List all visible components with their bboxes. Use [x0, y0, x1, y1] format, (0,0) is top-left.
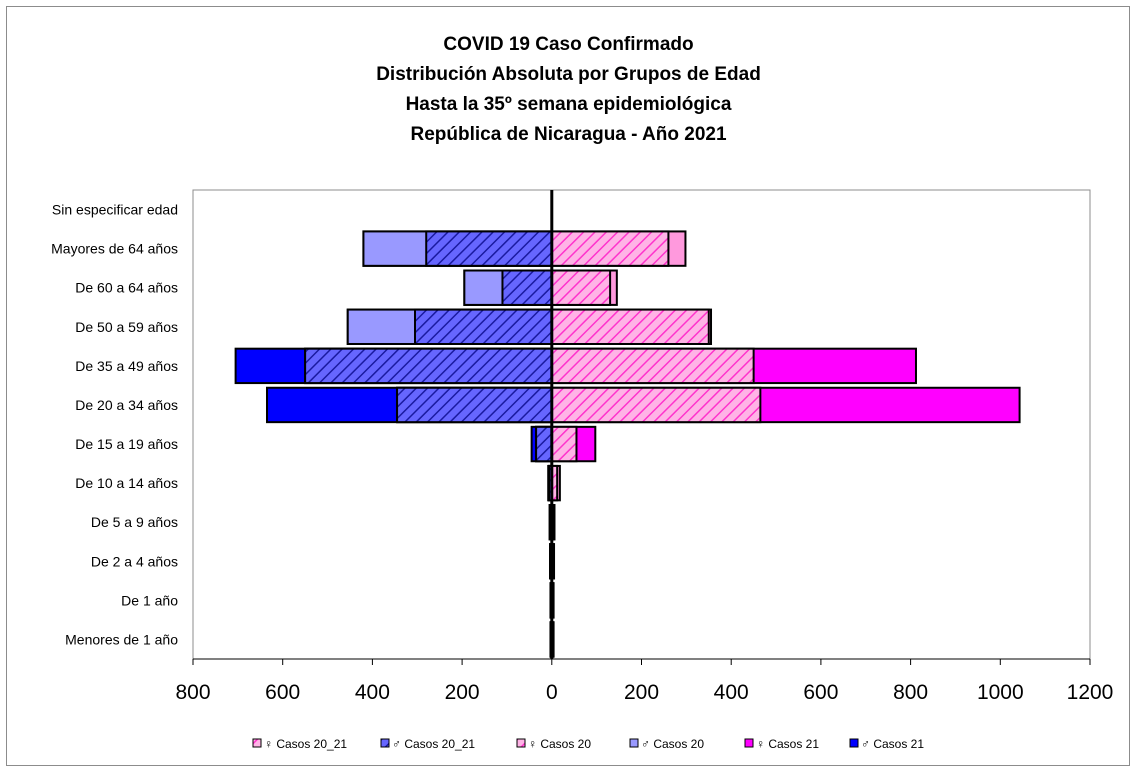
x-tick-label: 0 — [546, 681, 558, 704]
bar-female-casos-20 — [550, 347, 755, 385]
legend-swatch — [252, 738, 262, 748]
x-tick-label: 1000 — [977, 681, 1024, 704]
bar-male-casos-20-21 — [425, 230, 553, 267]
y-tick-label: De 35 a 49 años — [75, 358, 178, 374]
y-tick-label: Sin especificar edad — [52, 202, 178, 218]
legend-label: ♂ Casos 21 — [861, 737, 924, 751]
x-tick-label: 400 — [355, 681, 390, 704]
bar-female-casos-20 — [550, 425, 578, 463]
bar-female-casos-20 — [550, 230, 670, 267]
bar-female-casos-20 — [550, 308, 710, 345]
x-tick-label: 800 — [893, 681, 928, 704]
y-tick-label: De 20 a 34 años — [75, 397, 178, 413]
bar-male-casos-20-21 — [414, 308, 553, 345]
bar-female-casos-20 — [550, 269, 612, 306]
y-tick-label: Menores de 1 año — [65, 631, 178, 647]
x-tick-label: 200 — [624, 681, 659, 704]
chart-title-line-1: COVID 19 Caso Confirmado — [443, 34, 694, 55]
x-tick-label: 600 — [265, 681, 300, 704]
y-tick-label: De 1 año — [121, 592, 178, 608]
legend-label: ♀ Casos 20 — [528, 737, 591, 751]
x-tick-label: 200 — [445, 681, 480, 704]
chart-title-line-3: Hasta la 35º semana epidemiológica — [405, 94, 732, 115]
y-tick-label: De 5 a 9 años — [91, 514, 178, 530]
chart-title-line-4: República de Nicaragua - Año 2021 — [410, 124, 727, 145]
x-tick-label: 600 — [803, 681, 838, 704]
legend-label: ♂ Casos 20_21 — [392, 737, 475, 751]
legend-swatch — [629, 738, 639, 748]
legend-label: ♀ Casos 21 — [756, 737, 819, 751]
legend-swatch — [849, 738, 859, 748]
y-tick-label: De 15 a 19 años — [75, 436, 178, 452]
legend-swatch — [744, 738, 754, 748]
y-tick-label: De 10 a 14 años — [75, 475, 178, 491]
x-tick-label: 800 — [175, 681, 210, 704]
y-tick-label: Mayores de 64 años — [51, 241, 178, 257]
bar-male-casos-20-21 — [304, 347, 553, 385]
chart-title-line-2: Distribución Absoluta por Grupos de Edad — [376, 64, 761, 85]
y-tick-label: De 50 a 59 años — [75, 319, 178, 335]
y-tick-label: De 2 a 4 años — [91, 553, 178, 569]
bar-male-casos-20-21 — [535, 425, 553, 463]
legend-swatch — [380, 738, 390, 748]
bar-male-casos-20-21 — [501, 269, 553, 306]
y-tick-label: De 60 a 64 años — [75, 280, 178, 296]
legend-label: ♂ Casos 20 — [641, 737, 704, 751]
legend-swatch — [516, 738, 526, 748]
bar-female-casos-20 — [550, 386, 762, 424]
plot-area — [192, 189, 1091, 660]
legend-label: ♀ Casos 20_21 — [264, 737, 347, 751]
x-tick-label: 400 — [714, 681, 749, 704]
bar-male-casos-20-21 — [396, 386, 553, 424]
x-tick-label: 1200 — [1067, 681, 1114, 704]
